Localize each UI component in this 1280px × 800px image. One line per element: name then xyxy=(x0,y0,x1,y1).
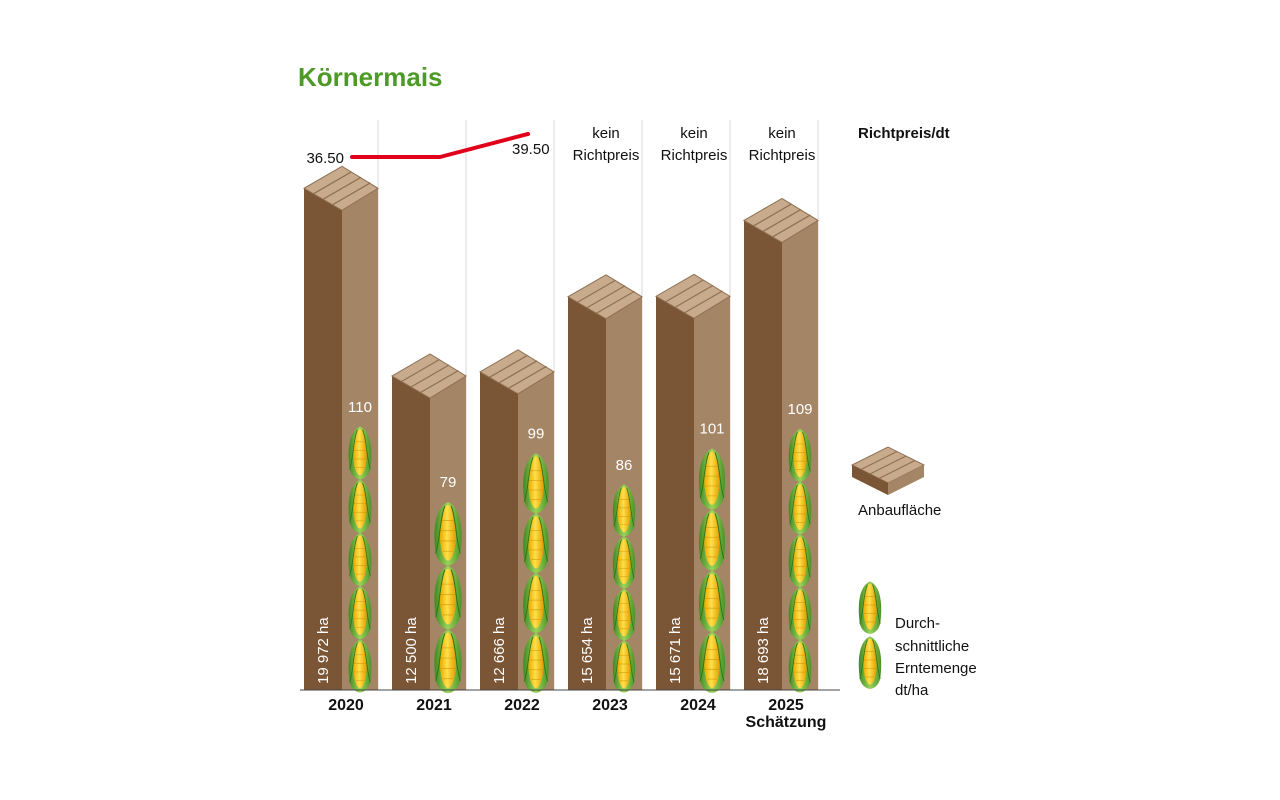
legend-corn-cob xyxy=(858,635,882,690)
bar-front xyxy=(744,220,782,691)
legend-yield-line-4: dt/ha xyxy=(895,682,929,699)
legend-yield-line-3: Erntemenge xyxy=(895,660,977,677)
bar-top-groove xyxy=(674,284,714,308)
area-label-2024: 15 671 ha xyxy=(667,617,684,684)
bar-front xyxy=(480,371,518,690)
no-price-label-line-2: Richtpreis xyxy=(749,147,816,164)
bar-front xyxy=(304,188,342,691)
bar-top-groove xyxy=(772,214,811,238)
area-label-2025: 18 693 ha xyxy=(755,617,772,684)
legend-area-icon xyxy=(850,446,926,495)
bar-2020 xyxy=(303,165,379,691)
no-price-label-line-1: kein xyxy=(680,125,708,142)
bar-top-groove xyxy=(586,285,626,309)
x-tick-2025: 2025 xyxy=(768,697,804,714)
bar-top-groove xyxy=(498,360,538,384)
x-tick-2023: 2023 xyxy=(592,697,628,714)
price-series: 36.50 39.50 kein Richtpreis kein Richtpreis ke… xyxy=(306,125,815,167)
bar-top-groove xyxy=(762,208,802,232)
legend-corn-cob xyxy=(858,580,882,635)
bar-top-groove xyxy=(410,364,450,388)
bar-top-groove xyxy=(508,365,547,389)
area-label-2021: 12 500 ha xyxy=(403,617,420,684)
bar-top-groove xyxy=(313,171,352,195)
bar-front xyxy=(656,296,694,690)
legend-price-title: Richtpreis/dt xyxy=(858,125,950,142)
bar-top-groove xyxy=(332,182,371,206)
no-price-label-line-2: Richtpreis xyxy=(661,147,728,164)
legend-area-label: Anbaufläche xyxy=(858,502,941,519)
bar-top-groove xyxy=(596,290,635,314)
x-tick-note-2025: Schätzung xyxy=(746,714,827,731)
value-labels: 19 972 ha 12 500 ha 12 666 ha 15 654 ha 15 6… xyxy=(315,399,813,684)
yield-label-2025: 109 xyxy=(787,401,812,418)
price-label-2022: 39.50 xyxy=(512,141,550,158)
price-label-2020: 36.50 xyxy=(306,150,344,167)
yield-label-2020: 110 xyxy=(348,399,372,416)
legend-yield-line-1: Durch- xyxy=(895,615,940,632)
no-price-label-line-1: kein xyxy=(592,125,620,142)
area-label-2023: 15 654 ha xyxy=(579,617,596,684)
legend-tile-front xyxy=(852,465,888,495)
bar-front xyxy=(568,296,606,690)
x-tick-2024: 2024 xyxy=(680,697,716,714)
yield-stack-2025 xyxy=(788,428,812,693)
yield-stack-2020 xyxy=(348,425,372,694)
no-price-label-line-2: Richtpreis xyxy=(573,147,640,164)
bar-top-groove xyxy=(401,358,440,383)
x-tick-2021: 2021 xyxy=(416,697,452,714)
bar-top-groove xyxy=(489,354,528,378)
bar-top-groove xyxy=(420,369,459,394)
bar-top-groove xyxy=(322,176,362,200)
legend-tile-side xyxy=(888,465,924,495)
legend-tile-groove xyxy=(869,455,907,475)
legend: Richtpreis/dt Anbaufläche Durch- schnitt… xyxy=(850,125,977,699)
area-label-2020: 19 972 ha xyxy=(315,617,332,684)
bar-top-groove xyxy=(665,279,704,303)
bar-top-groove xyxy=(753,203,792,227)
area-bars xyxy=(303,165,819,691)
yield-label-2023: 86 xyxy=(616,457,633,474)
yield-label-2022: 99 xyxy=(528,425,545,442)
legend-yield-line-2: schnittliche xyxy=(895,638,969,655)
bar-front xyxy=(392,376,430,690)
bar-top-groove xyxy=(577,279,616,303)
yield-label-2024: 101 xyxy=(699,421,724,438)
no-price-label-line-1: kein xyxy=(768,125,796,142)
legend-corn-icon xyxy=(858,580,882,690)
chart-title: Körnermais xyxy=(298,62,443,92)
yield-stack-2021 xyxy=(433,501,463,694)
bar-top-groove xyxy=(684,290,723,314)
legend-tile-groove xyxy=(878,459,916,480)
x-tick-2022: 2022 xyxy=(504,697,540,714)
yield-label-2021: 79 xyxy=(440,474,457,491)
x-tick-2020: 2020 xyxy=(328,697,364,714)
price-line xyxy=(350,131,530,159)
area-label-2022: 12 666 ha xyxy=(491,617,508,684)
legend-tile-groove xyxy=(860,450,898,471)
